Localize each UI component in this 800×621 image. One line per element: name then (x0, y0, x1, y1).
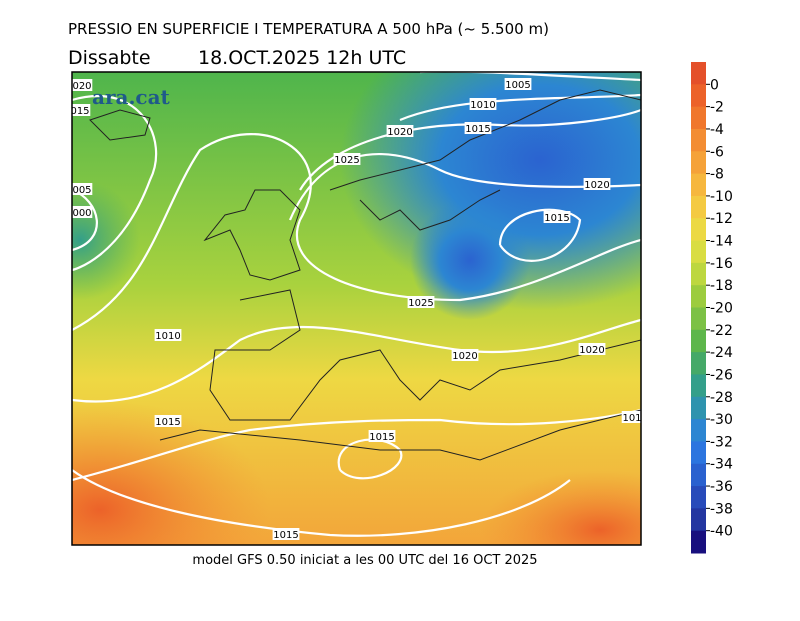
isobar-label: 101 (622, 413, 641, 424)
isobar-label-bg (583, 178, 611, 190)
isobar-label-bg (469, 98, 497, 110)
isobar-label-bg (578, 343, 606, 355)
day: Dissabte (68, 47, 151, 69)
map: 020 015 1005 1010 1020 1015 1025 005 000 1020 1015… (70, 72, 641, 545)
colorbar-label: -10 (710, 189, 733, 205)
colorbar-label: -36 (710, 479, 733, 495)
isobar-label: 015 (70, 106, 89, 117)
colorbar-segment (691, 262, 706, 286)
isobar-label: 1020 (452, 351, 477, 362)
colorbar-segment (691, 195, 706, 219)
colorbar-label: -32 (710, 434, 733, 450)
isobar-label-bg (368, 430, 396, 442)
colorbar-label: -8 (710, 167, 724, 183)
colorbar-segment (691, 441, 706, 465)
colorbar-label: -22 (710, 323, 733, 339)
isobar-label-bg (72, 104, 91, 116)
isobar-label: 1015 (273, 530, 298, 541)
isobar-label: 1010 (155, 331, 180, 342)
isobar-label: 1005 (505, 80, 530, 91)
colorbar-segment (691, 396, 706, 420)
colorbar-label: -38 (710, 501, 733, 517)
isobar-label-bg (386, 125, 414, 137)
date: 18.OCT.2025 12h UTC (198, 47, 406, 69)
colorbar-label: -4 (710, 122, 724, 138)
isobar-label-bg (72, 79, 93, 91)
isobar-label-bg (72, 183, 93, 195)
watermark: ara.cat (92, 85, 171, 109)
title: PRESSIO EN SUPERFICIE I TEMPERATURA A 50… (68, 20, 549, 38)
isobar-label: 1015 (155, 417, 180, 428)
isobar-label-bg (72, 206, 93, 218)
colorbar-segment (691, 374, 706, 398)
colorbar-label: -34 (710, 457, 733, 473)
colorbar-segment (691, 463, 706, 487)
colorbar-label: -6 (710, 144, 724, 160)
colorbar-label: -40 (710, 524, 733, 540)
isobar-label: 1025 (408, 298, 433, 309)
colorbar-segment (691, 508, 706, 532)
colorbar-segment (691, 329, 706, 353)
isobar-label-bg (407, 296, 435, 308)
colorbar-label: -26 (710, 367, 733, 383)
colorbar-segment (691, 151, 706, 175)
colorbar-segment (691, 486, 706, 509)
colorbar-segment (691, 62, 706, 85)
colorbar-label: -30 (710, 412, 733, 428)
isobar-label-bg (333, 153, 361, 165)
colorbar-segment (691, 419, 706, 442)
colorbar-segment (691, 285, 706, 308)
isobar-label-bg (464, 122, 492, 134)
colorbar-segment (691, 240, 706, 264)
colorbar-segment (691, 530, 706, 554)
isobar-label-bg (451, 349, 479, 361)
colorbar-segment (691, 106, 706, 130)
isobar-label: 1015 (465, 124, 490, 135)
isobar-label-bg (543, 211, 571, 223)
isobar-label-bg (154, 415, 182, 427)
colorbar-label: -18 (710, 278, 733, 294)
isobar-label: 000 (72, 208, 91, 219)
map-frame (71, 71, 642, 546)
colorbar-segment (691, 173, 706, 197)
colorbar-label: -28 (710, 390, 733, 406)
colorbar-segment (691, 307, 706, 331)
colorbar-label: -20 (710, 301, 733, 317)
colorbar-segment (691, 128, 706, 152)
isobar-label: 020 (72, 81, 91, 92)
isobar-label: 1025 (334, 155, 359, 166)
isobar-label-bg (504, 78, 532, 90)
isobar-label-bg (621, 411, 641, 423)
colorbar-label: -24 (710, 345, 733, 361)
isobar-label-bg (154, 329, 182, 341)
isobar-label: 1020 (387, 127, 412, 138)
colorbar-label: -2 (710, 100, 724, 116)
isobar-label: 1020 (579, 345, 604, 356)
isobar-label: 1010 (470, 100, 495, 111)
colorbar-label: 0 (710, 77, 719, 93)
colorbar-segment (691, 84, 706, 108)
isobar-label-bg (272, 528, 300, 540)
footer: model GFS 0.50 iniciat a les 00 UTC del … (192, 553, 537, 568)
colorbar-segment (691, 352, 706, 375)
colorbar-segment (691, 218, 706, 242)
colorbar: 0 -2 -4 -6 -8 -10 -12 -14 -16 -18 -20 -22 -24 -26 -28 -… (691, 62, 733, 554)
isobar-label: 1020 (584, 180, 609, 191)
colorbar-label: -14 (710, 234, 733, 250)
isobar-label: 1015 (369, 432, 394, 443)
colorbar-label: -16 (710, 256, 733, 272)
colorbar-label: -12 (710, 211, 733, 227)
isobar-label: 005 (72, 185, 91, 196)
isobar-label: 1015 (544, 213, 569, 224)
